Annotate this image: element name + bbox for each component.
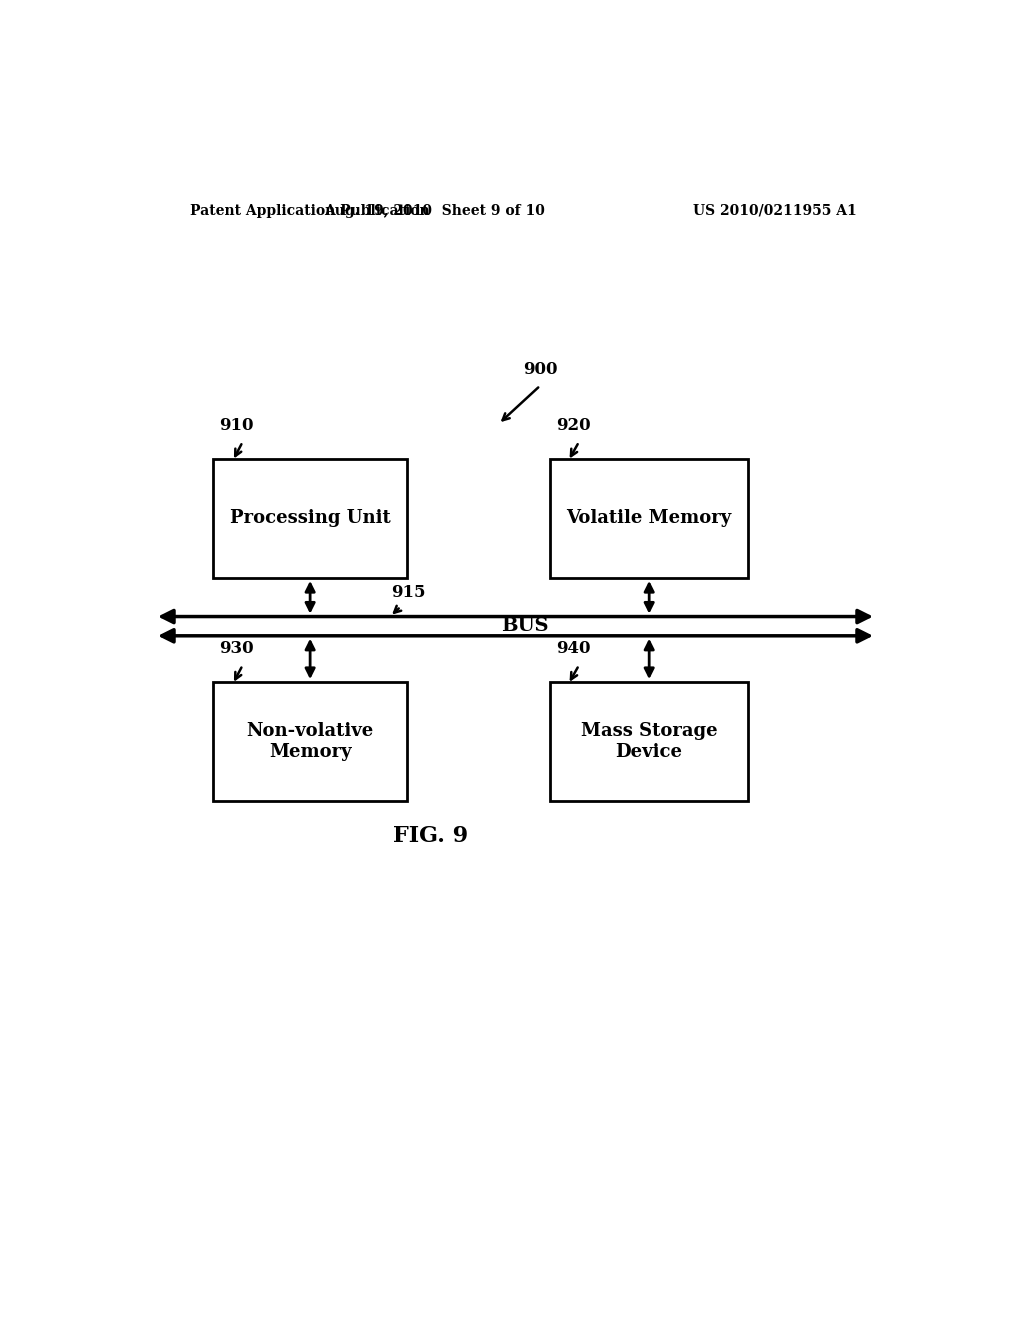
Bar (213, 682, 407, 801)
Text: 940: 940 (557, 640, 591, 657)
Text: Non-volative
Memory: Non-volative Memory (247, 722, 374, 762)
Text: Mass Storage
Device: Mass Storage Device (581, 722, 718, 762)
Text: FIG. 9: FIG. 9 (392, 825, 468, 847)
Text: Processing Unit: Processing Unit (229, 510, 390, 528)
Bar (550, 459, 748, 578)
Bar (213, 459, 407, 578)
Text: 910: 910 (219, 417, 254, 434)
Text: 915: 915 (391, 585, 426, 601)
Text: Aug. 19, 2010  Sheet 9 of 10: Aug. 19, 2010 Sheet 9 of 10 (324, 203, 545, 218)
Text: US 2010/0211955 A1: US 2010/0211955 A1 (693, 203, 856, 218)
Text: BUS: BUS (501, 618, 549, 635)
Bar (550, 682, 748, 801)
Text: Volatile Memory: Volatile Memory (566, 510, 732, 528)
Text: 920: 920 (557, 417, 591, 434)
Text: 930: 930 (219, 640, 254, 657)
Text: 900: 900 (523, 360, 558, 378)
Text: Patent Application Publication: Patent Application Publication (190, 203, 430, 218)
